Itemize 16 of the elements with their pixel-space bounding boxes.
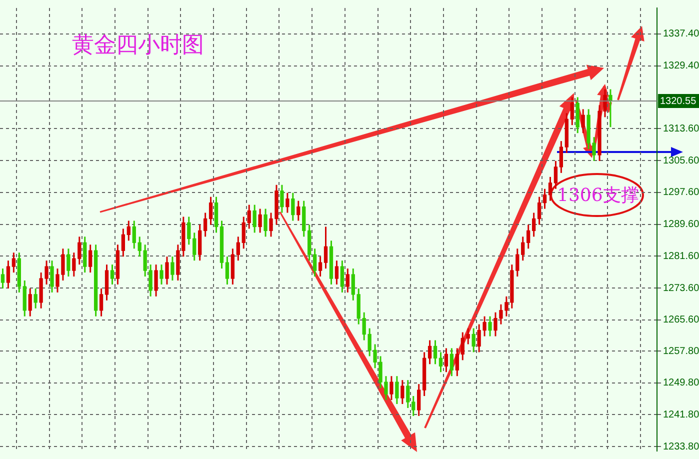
y-tick-label: 1241.80	[663, 409, 699, 420]
y-tick-label: 1305.60	[663, 155, 699, 166]
y-tick-label: 1257.80	[663, 346, 699, 357]
y-tick-label: 1281.60	[663, 250, 699, 262]
y-tick-label: 1313.60	[663, 123, 699, 134]
y-tick-label: 1289.60	[663, 219, 699, 230]
y-tick-label: 1297.60	[663, 187, 699, 198]
ref-line-label: 1320.55	[660, 96, 697, 107]
y-tick-label: 1273.60	[663, 282, 699, 294]
y-tick-label: 1249.80	[663, 378, 699, 389]
y-tick-label: 1337.40	[663, 28, 699, 40]
y-tick-label: 1265.60	[663, 314, 699, 326]
annotation: 1306支撑	[557, 184, 639, 207]
y-tick-label: 1329.40	[663, 60, 699, 72]
y-tick-label: 1233.80	[663, 441, 699, 452]
text: 黄金四小时图	[72, 32, 204, 60]
